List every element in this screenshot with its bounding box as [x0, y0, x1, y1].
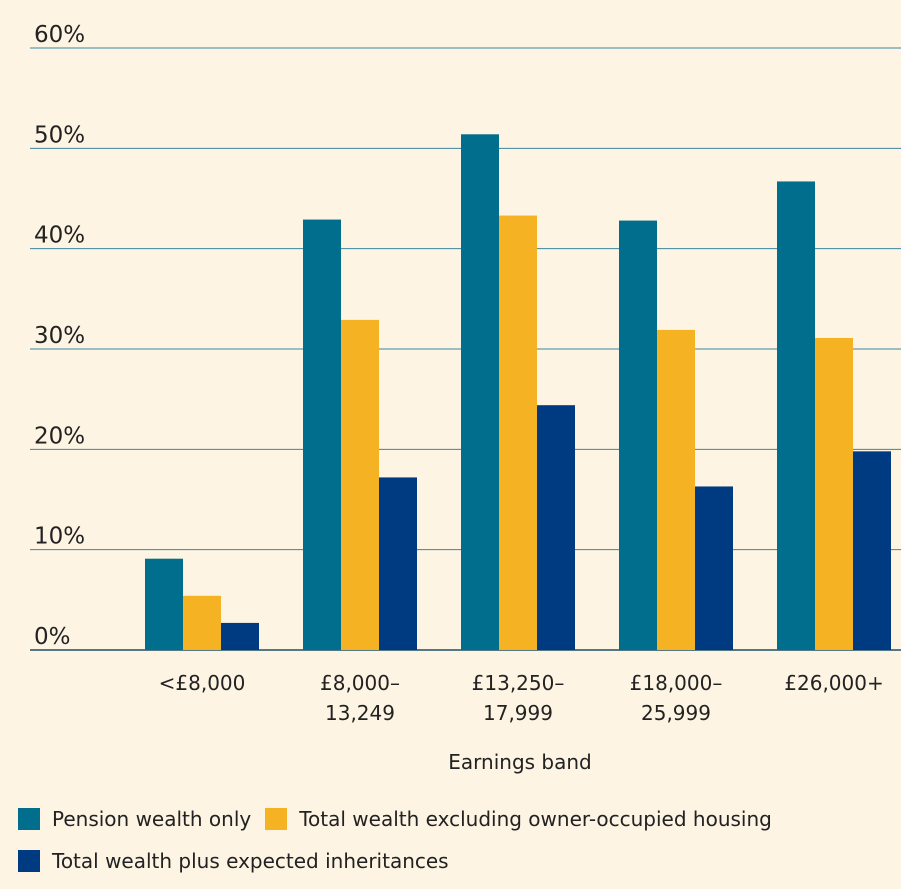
legend-swatch	[18, 808, 40, 830]
legend-label: Pension wealth only	[52, 807, 252, 831]
legend-label: Total wealth excluding owner-occupied ho…	[299, 807, 772, 831]
legend-item: Total wealth excluding owner-occupied ho…	[265, 805, 772, 833]
bar	[657, 329, 695, 650]
bar	[695, 486, 733, 650]
bar	[221, 622, 259, 650]
bar	[303, 219, 341, 650]
y-tick-label: 40%	[34, 223, 85, 249]
y-tick-label: 0%	[34, 624, 71, 650]
y-tick-label: 60%	[34, 22, 85, 48]
chart: 0% 10% 20% 30% 40% 50% 60%	[30, 22, 901, 651]
legend-swatch	[18, 850, 40, 872]
bar	[341, 319, 379, 650]
bar	[619, 220, 657, 650]
y-tick-label: 50%	[34, 122, 85, 148]
bar	[379, 477, 417, 650]
x-tick-label: £13,250– 17,999	[471, 671, 565, 725]
bar	[145, 558, 183, 650]
legend-label: Total wealth plus expected inheritances	[52, 849, 449, 873]
legend: Pension wealth only Total wealth excludin…	[0, 805, 901, 889]
y-tick-label: 10%	[34, 524, 85, 550]
bar	[853, 451, 891, 650]
x-tick-label: <£8,000	[158, 671, 246, 695]
bar	[537, 405, 575, 650]
legend-swatch	[265, 808, 288, 830]
x-axis-label: Earnings band	[448, 750, 592, 774]
bar	[461, 134, 499, 650]
bar	[815, 337, 853, 650]
x-tick-label: £18,000– 25,999	[629, 671, 723, 725]
x-tick-label: £26,000+	[784, 671, 884, 695]
legend-item: Total wealth plus expected inheritances	[18, 847, 449, 875]
x-tick-label: £8,000– 13,249	[320, 671, 400, 725]
legend-item: Pension wealth only	[18, 805, 251, 833]
y-tick-label: 30%	[34, 323, 85, 349]
bar	[183, 595, 221, 650]
bar	[777, 181, 815, 650]
y-tick-label: 20%	[34, 423, 85, 449]
bar	[499, 215, 537, 650]
